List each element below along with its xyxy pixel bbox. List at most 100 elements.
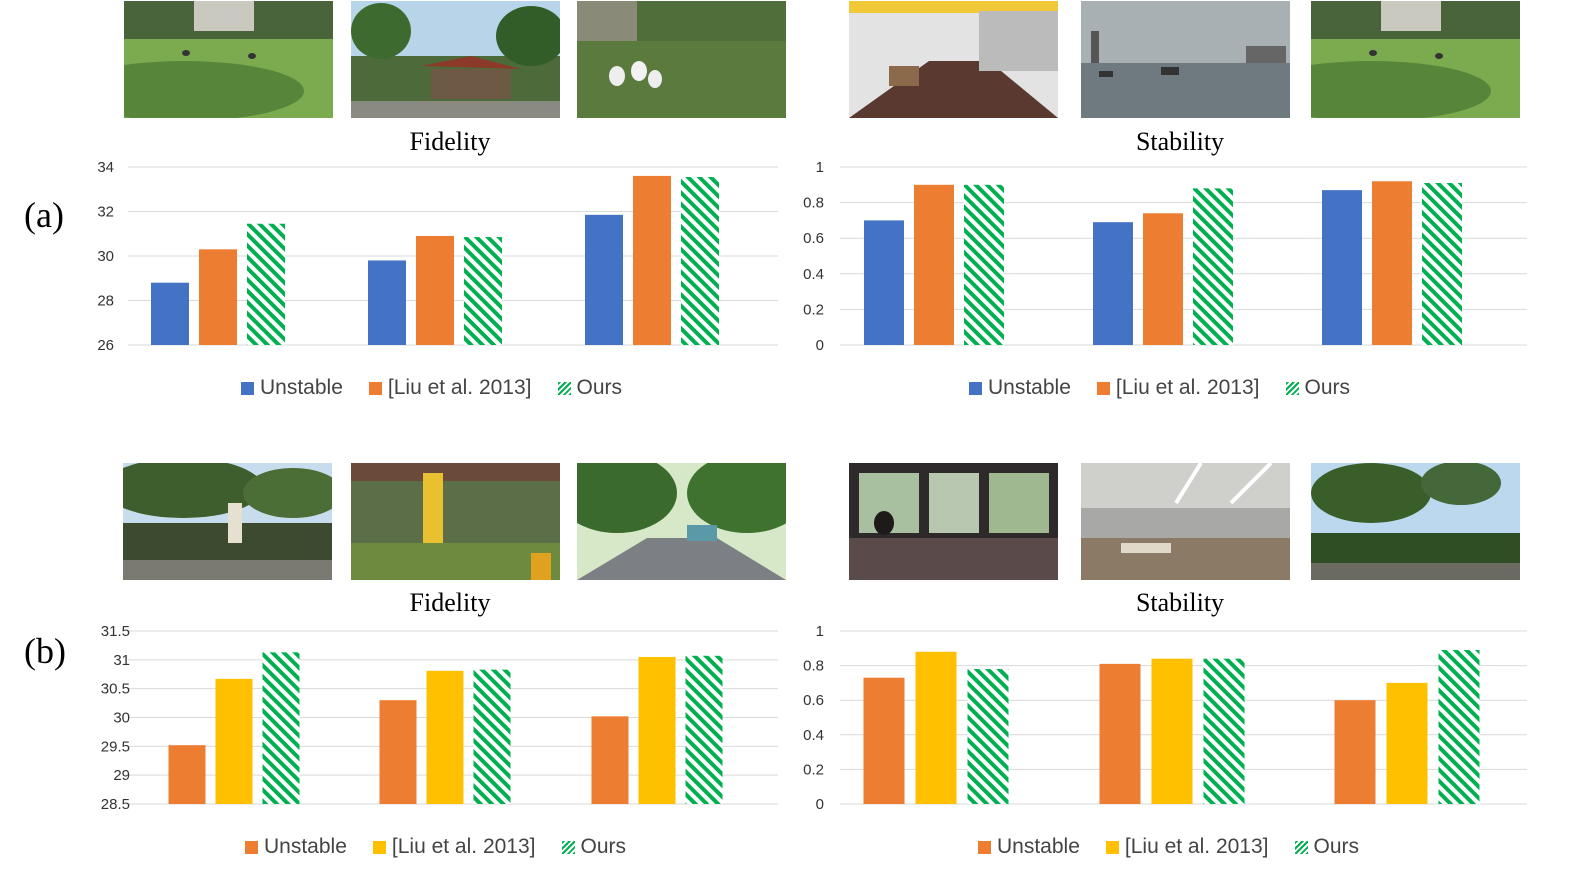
thumbnail-garden-trees xyxy=(1311,463,1520,580)
y-tick-label: 32 xyxy=(97,204,114,221)
legend-item: Unstable xyxy=(245,835,347,859)
bar-unstable-2 xyxy=(1099,663,1141,804)
legend-item: Unstable xyxy=(969,376,1071,400)
legend-item: Ours xyxy=(561,835,626,859)
bar-ours-2 xyxy=(1193,188,1233,345)
y-tick-label: 0.2 xyxy=(803,761,824,778)
bar-unstable-3 xyxy=(1334,700,1376,804)
legend-swatch xyxy=(368,381,382,395)
bar-ours-2 xyxy=(464,237,502,345)
legend-label: [Liu et al. 2013] xyxy=(1124,835,1269,858)
legend-item: Unstable xyxy=(241,376,343,400)
bar-ours-1 xyxy=(964,184,1004,345)
chart-fidelity-b: Fidelity 28.5 29 29.5 30 30.5 31 31.5 xyxy=(90,586,810,881)
chart-stability-b: Stability 0 0.2 0.4 0.6 0.8 1 xyxy=(800,586,1560,881)
y-tick-label: 1 xyxy=(816,159,824,176)
legend-swatch xyxy=(241,381,254,395)
bar-unstable-1 xyxy=(151,282,189,345)
chart-stability-a: Stability 0 0.2 0.4 0.6 0.8 1 xyxy=(800,125,1560,415)
bar-ours-3 xyxy=(1438,650,1480,804)
chart-title: Fidelity xyxy=(409,127,491,156)
bar-unstable-3 xyxy=(585,214,623,345)
thumbnail-office-hall xyxy=(1081,463,1290,580)
thumbnail-lawn-birds xyxy=(124,1,333,118)
bar-liu-et-al-2013-1 xyxy=(915,651,957,804)
chart-fidelity-a: Fidelity 26 28 30 32 34 xyxy=(90,125,810,415)
chart-plot: 0 0.2 0.4 0.6 0.8 1 xyxy=(803,623,1527,813)
legend-label: [Liu et al. 2013] xyxy=(1115,376,1260,399)
thumbnail-harbor-boats xyxy=(1081,1,1290,118)
bar-unstable-2 xyxy=(1093,222,1133,345)
chart-plot: 26 28 30 32 34 xyxy=(97,159,778,354)
bar-liu-et-al-2013-1 xyxy=(914,184,954,345)
legend-swatch xyxy=(1294,840,1308,854)
bar-ours-1 xyxy=(247,223,285,345)
legend-item: Ours xyxy=(1294,835,1360,859)
thumbnail-tropical-hut xyxy=(351,1,560,118)
legend-item: [Liu et al. 2013] xyxy=(368,376,532,400)
bar-unstable-1 xyxy=(168,745,206,804)
bar-unstable-2 xyxy=(379,700,417,804)
bar-liu-et-al-2013-1 xyxy=(199,249,237,345)
bar-ours-2 xyxy=(473,669,511,804)
legend-swatch xyxy=(1096,381,1110,395)
legend-label: Ours xyxy=(1313,835,1360,858)
thumbnail-bus-interior xyxy=(849,463,1058,580)
y-tick-label: 0.2 xyxy=(803,301,824,318)
y-tick-label: 0.6 xyxy=(803,692,824,709)
legend-item: Ours xyxy=(557,376,622,400)
y-tick-label: 34 xyxy=(97,159,114,176)
bar-liu-et-al-2013-2 xyxy=(426,670,464,804)
chart-title: Fidelity xyxy=(409,588,491,617)
y-tick-label: 30.5 xyxy=(101,681,130,698)
legend-item: Unstable xyxy=(978,835,1080,859)
bar-liu-et-al-2013-1 xyxy=(215,678,253,804)
y-tick-label: 29.5 xyxy=(101,738,130,755)
legend-fidelity-b: Unstable [Liu et al. 2013] Ours xyxy=(245,835,626,859)
legend-label: [Liu et al. 2013] xyxy=(391,835,536,858)
bar-liu-et-al-2013-2 xyxy=(1151,658,1193,804)
y-tick-label: 0 xyxy=(816,796,824,813)
thumbnail-road-trees xyxy=(577,463,786,580)
legend-label: Unstable xyxy=(997,835,1080,858)
chart-plot: 0 0.2 0.4 0.6 0.8 1 xyxy=(803,159,1527,354)
legend-fidelity-a: Unstable [Liu et al. 2013] Ours xyxy=(241,376,622,400)
y-tick-label: 29 xyxy=(113,767,130,784)
y-tick-label: 0.4 xyxy=(803,727,824,744)
bar-ours-2 xyxy=(1203,658,1245,804)
bar-liu-et-al-2013-3 xyxy=(1386,682,1428,804)
legend-swatch xyxy=(561,840,575,854)
bar-ours-1 xyxy=(967,669,1009,804)
y-tick-label: 0.6 xyxy=(803,230,824,247)
bar-ours-3 xyxy=(1422,183,1462,345)
legend-item: [Liu et al. 2013] xyxy=(1105,835,1269,859)
bar-ours-1 xyxy=(262,652,300,804)
bar-liu-et-al-2013-3 xyxy=(638,656,676,804)
y-tick-label: 30 xyxy=(97,248,114,265)
legend-stability-a: Unstable [Liu et al. 2013] Ours xyxy=(969,376,1350,400)
y-tick-label: 31.5 xyxy=(101,623,130,640)
bar-unstable-1 xyxy=(863,677,905,804)
bar-unstable-3 xyxy=(1322,190,1362,345)
legend-label: Unstable xyxy=(264,835,347,858)
legend-item: [Liu et al. 2013] xyxy=(372,835,536,859)
y-tick-label: 0.8 xyxy=(803,195,824,212)
legend-swatch xyxy=(978,840,991,854)
legend-item: [Liu et al. 2013] xyxy=(1096,376,1260,400)
legend-swatch xyxy=(1105,840,1119,854)
y-tick-label: 31 xyxy=(113,652,130,669)
legend-swatch xyxy=(372,840,386,854)
y-tick-label: 26 xyxy=(97,337,114,354)
thumbnail-lawn-birds-2 xyxy=(1311,1,1520,118)
bar-liu-et-al-2013-3 xyxy=(1372,181,1412,345)
legend-swatch xyxy=(969,381,982,395)
legend-label: Unstable xyxy=(260,376,343,399)
legend-stability-b: Unstable [Liu et al. 2013] Ours xyxy=(978,835,1359,859)
legend-swatch xyxy=(557,381,571,395)
bar-liu-et-al-2013-2 xyxy=(1143,213,1183,345)
bar-unstable-3 xyxy=(591,716,629,804)
chart-plot: 28.5 29 29.5 30 30.5 31 31.5 xyxy=(101,623,778,813)
legend-item: Ours xyxy=(1285,376,1350,400)
bar-liu-et-al-2013-3 xyxy=(633,175,671,345)
legend-label: [Liu et al. 2013] xyxy=(387,376,532,399)
